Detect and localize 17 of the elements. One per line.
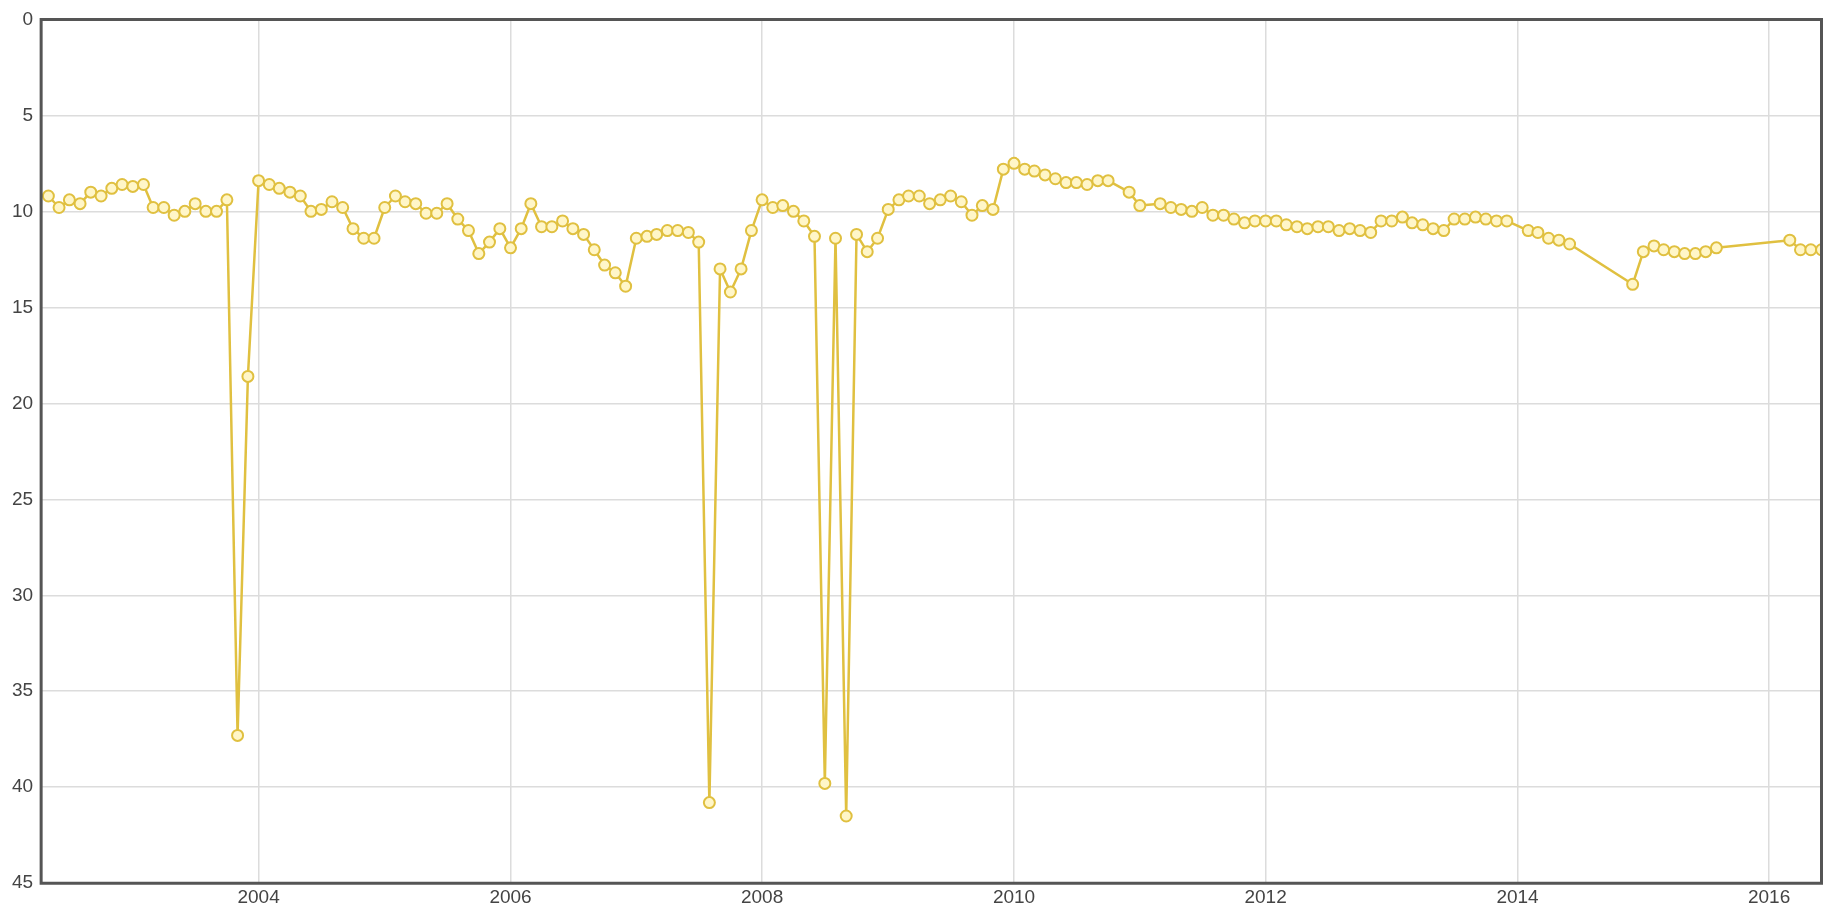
x-tick-label: 2016 — [1747, 885, 1791, 907]
y-tick-label: 35 — [11, 679, 34, 701]
y-tick-label: 5 — [22, 103, 34, 125]
x-tick-label: 2014 — [1496, 885, 1540, 907]
y-tick-label: 15 — [11, 295, 34, 317]
x-tick-label: 2006 — [489, 885, 532, 907]
y-tick-label: 25 — [11, 487, 34, 509]
x-tick-label: 2004 — [237, 885, 281, 907]
x-tick-label: 2008 — [740, 885, 784, 907]
y-tick-label: 30 — [11, 583, 34, 605]
y-tick-label: 10 — [11, 199, 34, 221]
y-tick-label: 45 — [11, 871, 34, 893]
x-tick-label: 2010 — [992, 885, 1036, 907]
y-tick-label: 0 — [22, 7, 34, 29]
y-tick-label: 20 — [11, 391, 34, 413]
y-tick-label: 40 — [11, 775, 34, 797]
x-tick-label: 2012 — [1244, 885, 1287, 907]
